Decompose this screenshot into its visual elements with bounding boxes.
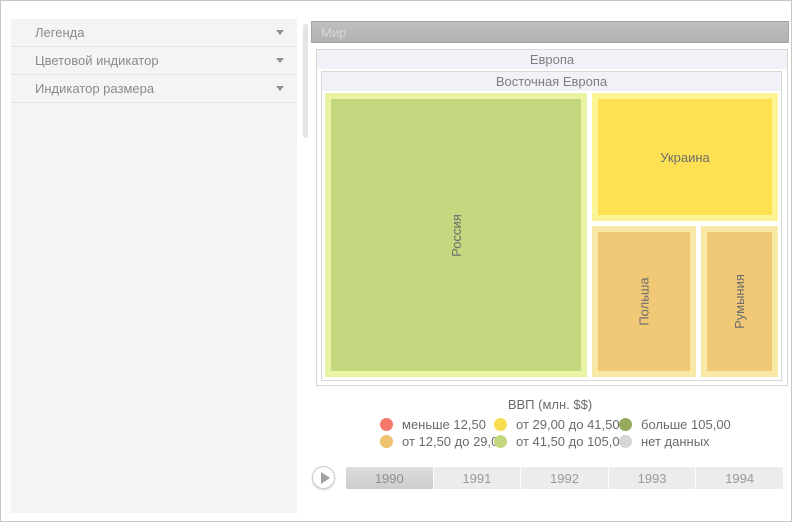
legend-swatch-red <box>380 417 393 431</box>
timeline-year-1992[interactable]: 1992 <box>520 467 608 489</box>
accordion-color-indicator[interactable]: Цветовой индикатор <box>11 47 297 75</box>
group-header-eastern-europe[interactable]: Восточная Европа <box>322 72 781 91</box>
treemap-root-header[interactable]: Мир <box>311 21 789 43</box>
accordion-color-indicator-label: Цветовой индикатор <box>35 53 159 68</box>
treemap-node-poland-label: Польша <box>636 277 652 326</box>
treemap-subgroup-eastern-europe: Восточная Европа Россия Украина Польша Р… <box>321 71 782 381</box>
play-icon <box>320 471 330 484</box>
treemap-node-russia-label: Россия <box>448 213 464 257</box>
group-header-europe[interactable]: Европа <box>317 50 787 69</box>
legend-swatch-yellow <box>494 417 507 431</box>
treemap-node-ukraine[interactable]: Украина <box>592 93 778 221</box>
treemap-group-europe: Европа Восточная Европа Россия Украина П… <box>316 49 788 386</box>
legend-swatch-gray <box>619 434 632 448</box>
timeline: 1990 1991 1992 1993 1994 <box>346 467 783 489</box>
legend-item-label: нет данных <box>641 433 710 449</box>
timeline-year-1993[interactable]: 1993 <box>607 467 696 489</box>
accordion-legend-label: Легенда <box>35 25 85 40</box>
legend-swatch-dark-green <box>619 417 632 431</box>
accordion-size-indicator-label: Индикатор размера <box>35 81 155 96</box>
accordion-size-indicator[interactable]: Индикатор размера <box>11 75 297 103</box>
chevron-down-icon <box>276 30 284 35</box>
legend-item: меньше 12,50 <box>380 416 494 432</box>
accordion-legend[interactable]: Легенда <box>11 19 297 47</box>
treemap-node-romania[interactable]: Румыния <box>701 226 778 377</box>
legend-item-label: от 12,50 до 29,00 <box>402 433 506 449</box>
timeline-year-1994[interactable]: 1994 <box>695 467 783 489</box>
legend-item-label: от 41,50 до 105,00 <box>516 433 627 449</box>
timeline-year-1991[interactable]: 1991 <box>432 467 521 489</box>
legend-swatch-orange <box>380 434 393 448</box>
settings-sidebar: Легенда Цветовой индикатор Индикатор раз… <box>11 19 297 513</box>
treemap-node-poland[interactable]: Польша <box>592 226 696 377</box>
chevron-down-icon <box>276 86 284 91</box>
scrollbar-thumb[interactable] <box>303 24 308 138</box>
legend-item-label: меньше 12,50 <box>402 416 486 432</box>
legend-item-label: от 29,00 до 41,50 <box>516 416 620 432</box>
legend-item-label: больше 105,00 <box>641 416 731 432</box>
legend-swatch-yellow-green <box>494 434 507 448</box>
chevron-down-icon <box>276 58 284 63</box>
treemap-node-ukraine-label: Украина <box>660 149 710 165</box>
legend-item: от 12,50 до 29,00 <box>380 433 506 449</box>
legend-item: от 29,00 до 41,50 <box>494 416 620 432</box>
legend-item: больше 105,00 <box>619 416 749 432</box>
play-button[interactable] <box>312 466 335 489</box>
legend-item: от 41,50 до 105,00 <box>494 433 627 449</box>
legend-title: ВВП (млн. $$) <box>507 397 593 412</box>
treemap-node-russia[interactable]: Россия <box>325 93 587 377</box>
timeline-year-1990[interactable]: 1990 <box>346 467 433 489</box>
treemap-node-romania-label: Румыния <box>731 274 747 329</box>
treemap-root-label: Мир <box>321 24 347 40</box>
color-legend: меньше 12,50 от 29,00 до 41,50 больше 10… <box>380 416 749 449</box>
legend-item: нет данных <box>619 433 749 449</box>
